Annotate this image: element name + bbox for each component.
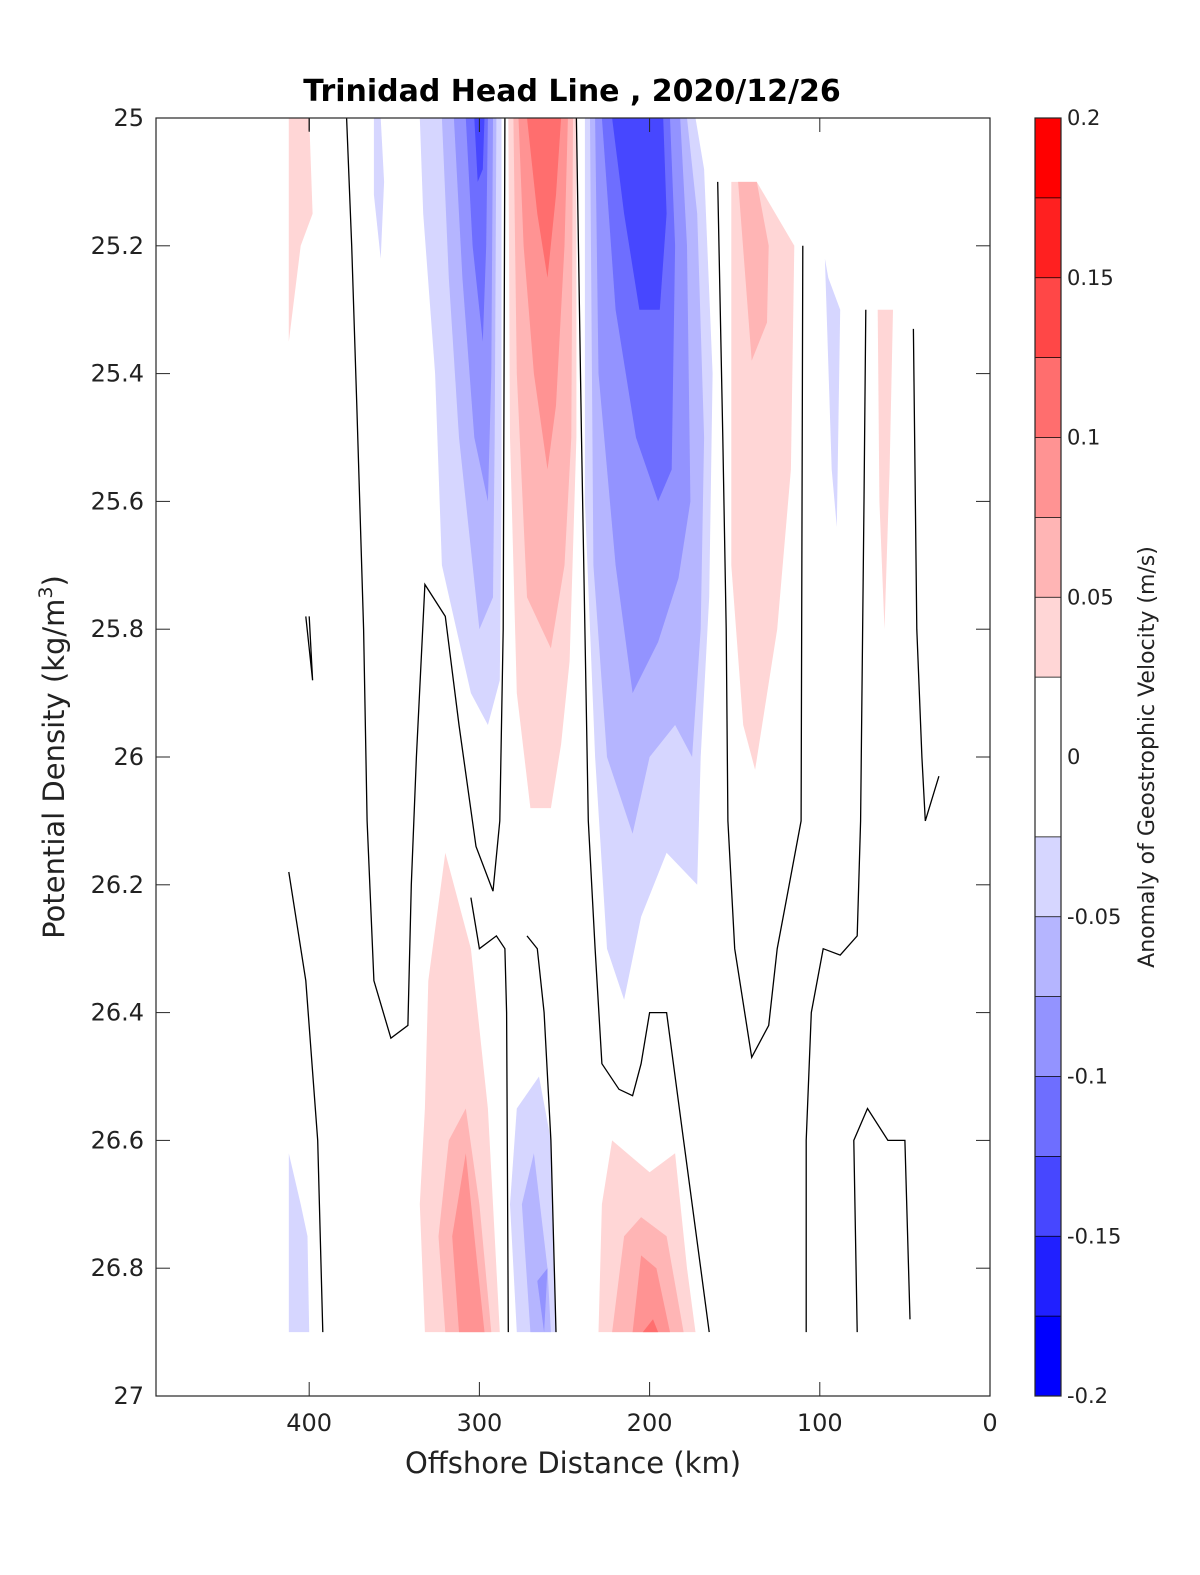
y-tick-label: 26.8 (91, 1254, 144, 1282)
anomaly-region-9 (518, 118, 568, 470)
y-axis-label: Potential Density (kg/m3) (35, 575, 71, 939)
colorbar-segment-0 (1035, 1316, 1061, 1396)
colorbar-tick-label: 0.2 (1067, 106, 1100, 130)
colorbar-frame (1034, 117, 1062, 1397)
zero-contour-8 (805, 309, 867, 1333)
y-tick-label: 27 (113, 1382, 144, 1410)
colorbar-segment-5 (1035, 916, 1061, 997)
zero-contour-6 (575, 118, 710, 1333)
zero-contour-3 (288, 871, 324, 1333)
colorbar-tick-label: -0.15 (1067, 1224, 1121, 1248)
zero-contour-5 (526, 935, 557, 1333)
axis-ticks: 400 300 200 100 0 25 25.2 25.4 25.6 25.8 26 26.2 26.… (91, 104, 998, 1437)
colorbar-segment-6 (1035, 836, 1061, 917)
anomaly-region-15 (612, 118, 667, 310)
anomaly-region-10 (527, 118, 562, 278)
colorbar-tick-label: -0.2 (1067, 1384, 1108, 1408)
colorbar-segment-3 (1035, 1076, 1061, 1157)
colorbar-segment-1 (1035, 1236, 1061, 1317)
anomaly-region-22 (452, 1153, 485, 1333)
zero-contour-4 (470, 897, 509, 1333)
zero-contours (288, 118, 940, 1333)
anomaly-region-16 (731, 181, 795, 770)
colorbar-segment-12 (1035, 277, 1061, 358)
colorbar-tick-label: -0.1 (1067, 1065, 1108, 1089)
colorbar-label: Anomaly of Geostrophic Velocity (m/s) (1135, 546, 1160, 968)
colorbar-tick-label: 0 (1067, 745, 1080, 769)
colorbar-segment-4 (1035, 996, 1061, 1077)
anomaly-region-18 (824, 258, 841, 527)
y-tick-label: 25 (113, 104, 144, 132)
x-tick-label: 300 (456, 1409, 502, 1437)
x-tick-label: 100 (797, 1409, 843, 1437)
anomaly-regions (288, 118, 893, 1333)
anomaly-region-1 (373, 118, 385, 259)
colorbar-tick-label: 0.15 (1067, 266, 1114, 290)
colorbar-segment-14 (1035, 118, 1061, 198)
colorbar: 0.2 0.15 0.1 0.05 0 -0.05 -0.1 -0.15 -0.2 (1034, 106, 1121, 1408)
colorbar-segment-7 (1035, 677, 1061, 837)
anomaly-region-6 (474, 118, 485, 182)
y-tick-label: 25.4 (91, 360, 144, 388)
colorbar-segment-13 (1035, 197, 1061, 278)
zero-contour-9 (853, 1107, 911, 1333)
y-tick-label: 26.6 (91, 1126, 144, 1154)
colorbar-segment-2 (1035, 1156, 1061, 1237)
y-axis-label-text: Potential Density (kg/m (37, 599, 71, 939)
x-tick-label: 400 (286, 1409, 332, 1437)
x-tick-label: 200 (627, 1409, 673, 1437)
y-tick-label: 25.6 (91, 487, 144, 515)
anomaly-region-19 (877, 309, 893, 630)
anomaly-region-29 (632, 1255, 670, 1333)
anomaly-region-5 (465, 118, 488, 342)
anomaly-region-25 (537, 1268, 548, 1333)
y-tick-label: 26 (113, 743, 144, 771)
colorbar-segment-10 (1035, 437, 1061, 518)
colorbar-segment-8 (1035, 597, 1061, 678)
colorbar-segment-9 (1035, 517, 1061, 598)
y-axis-label-superscript: 3 (35, 586, 57, 598)
anomaly-region-17 (738, 181, 769, 361)
chart-title: Trinidad Head Line , 2020/12/26 (303, 74, 840, 109)
zero-contour-10 (912, 328, 940, 822)
y-tick-label: 25.8 (91, 615, 144, 643)
anomaly-region-30 (642, 1319, 659, 1333)
x-axis-label: Offshore Distance (km) (405, 1446, 741, 1480)
y-tick-label: 26.4 (91, 999, 144, 1027)
zero-contour-1 (345, 118, 506, 1040)
colorbar-tick-label: -0.05 (1067, 905, 1121, 929)
y-axis-label-close: ) (37, 575, 71, 586)
colorbar-tick-label: 0.05 (1067, 585, 1114, 609)
anomaly-region-26 (288, 1153, 310, 1333)
zero-contour-7 (717, 181, 804, 1060)
zero-contour-2 (305, 616, 314, 681)
colorbar-tick-label: 0.1 (1067, 426, 1100, 450)
plot-frame (155, 117, 991, 1397)
y-tick-label: 25.2 (91, 232, 144, 260)
anomaly-region-0 (288, 118, 313, 342)
x-tick-label: 0 (982, 1409, 997, 1437)
colorbar-segment-11 (1035, 357, 1061, 438)
y-tick-label: 26.2 (91, 871, 144, 899)
